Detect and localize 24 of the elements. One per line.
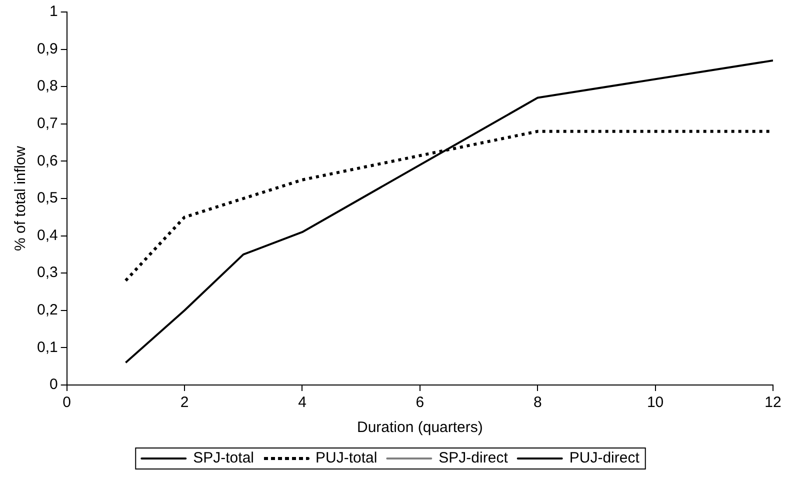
y-tick-label: 1 [50, 3, 58, 20]
x-tick-label: 0 [62, 394, 72, 412]
y-tick-label: 0,8 [36, 78, 58, 95]
legend-label: PUJ-total [315, 450, 378, 467]
y-tick-label: 0,3 [36, 264, 58, 282]
legend-label: SPJ-total [193, 450, 254, 467]
y-tick-label: 0,4 [36, 226, 58, 244]
y-axis-title: % of total inflow [12, 146, 30, 252]
y-tick-label: 0,9 [36, 40, 58, 58]
x-tick-label: 2 [180, 394, 189, 412]
y-tick-label: 0,1 [36, 338, 58, 356]
legend-label: SPJ-direct [438, 450, 509, 467]
x-axis-title: Duration (quarters) [356, 419, 483, 436]
x-tick-label: 6 [416, 394, 424, 412]
x-tick-label: 10 [646, 394, 664, 412]
y-tick-label: 0,2 [36, 302, 58, 319]
x-tick-label: 4 [298, 394, 306, 412]
x-tick-label: 12 [764, 394, 782, 412]
legend-label: PUJ-direct [569, 450, 640, 467]
y-tick-label: 0,5 [36, 190, 58, 207]
x-tick-label: 8 [533, 394, 542, 412]
y-tick-label: 0,7 [36, 115, 58, 132]
y-tick-label: 0 [50, 376, 58, 394]
y-tick-label: 0,6 [36, 152, 58, 170]
